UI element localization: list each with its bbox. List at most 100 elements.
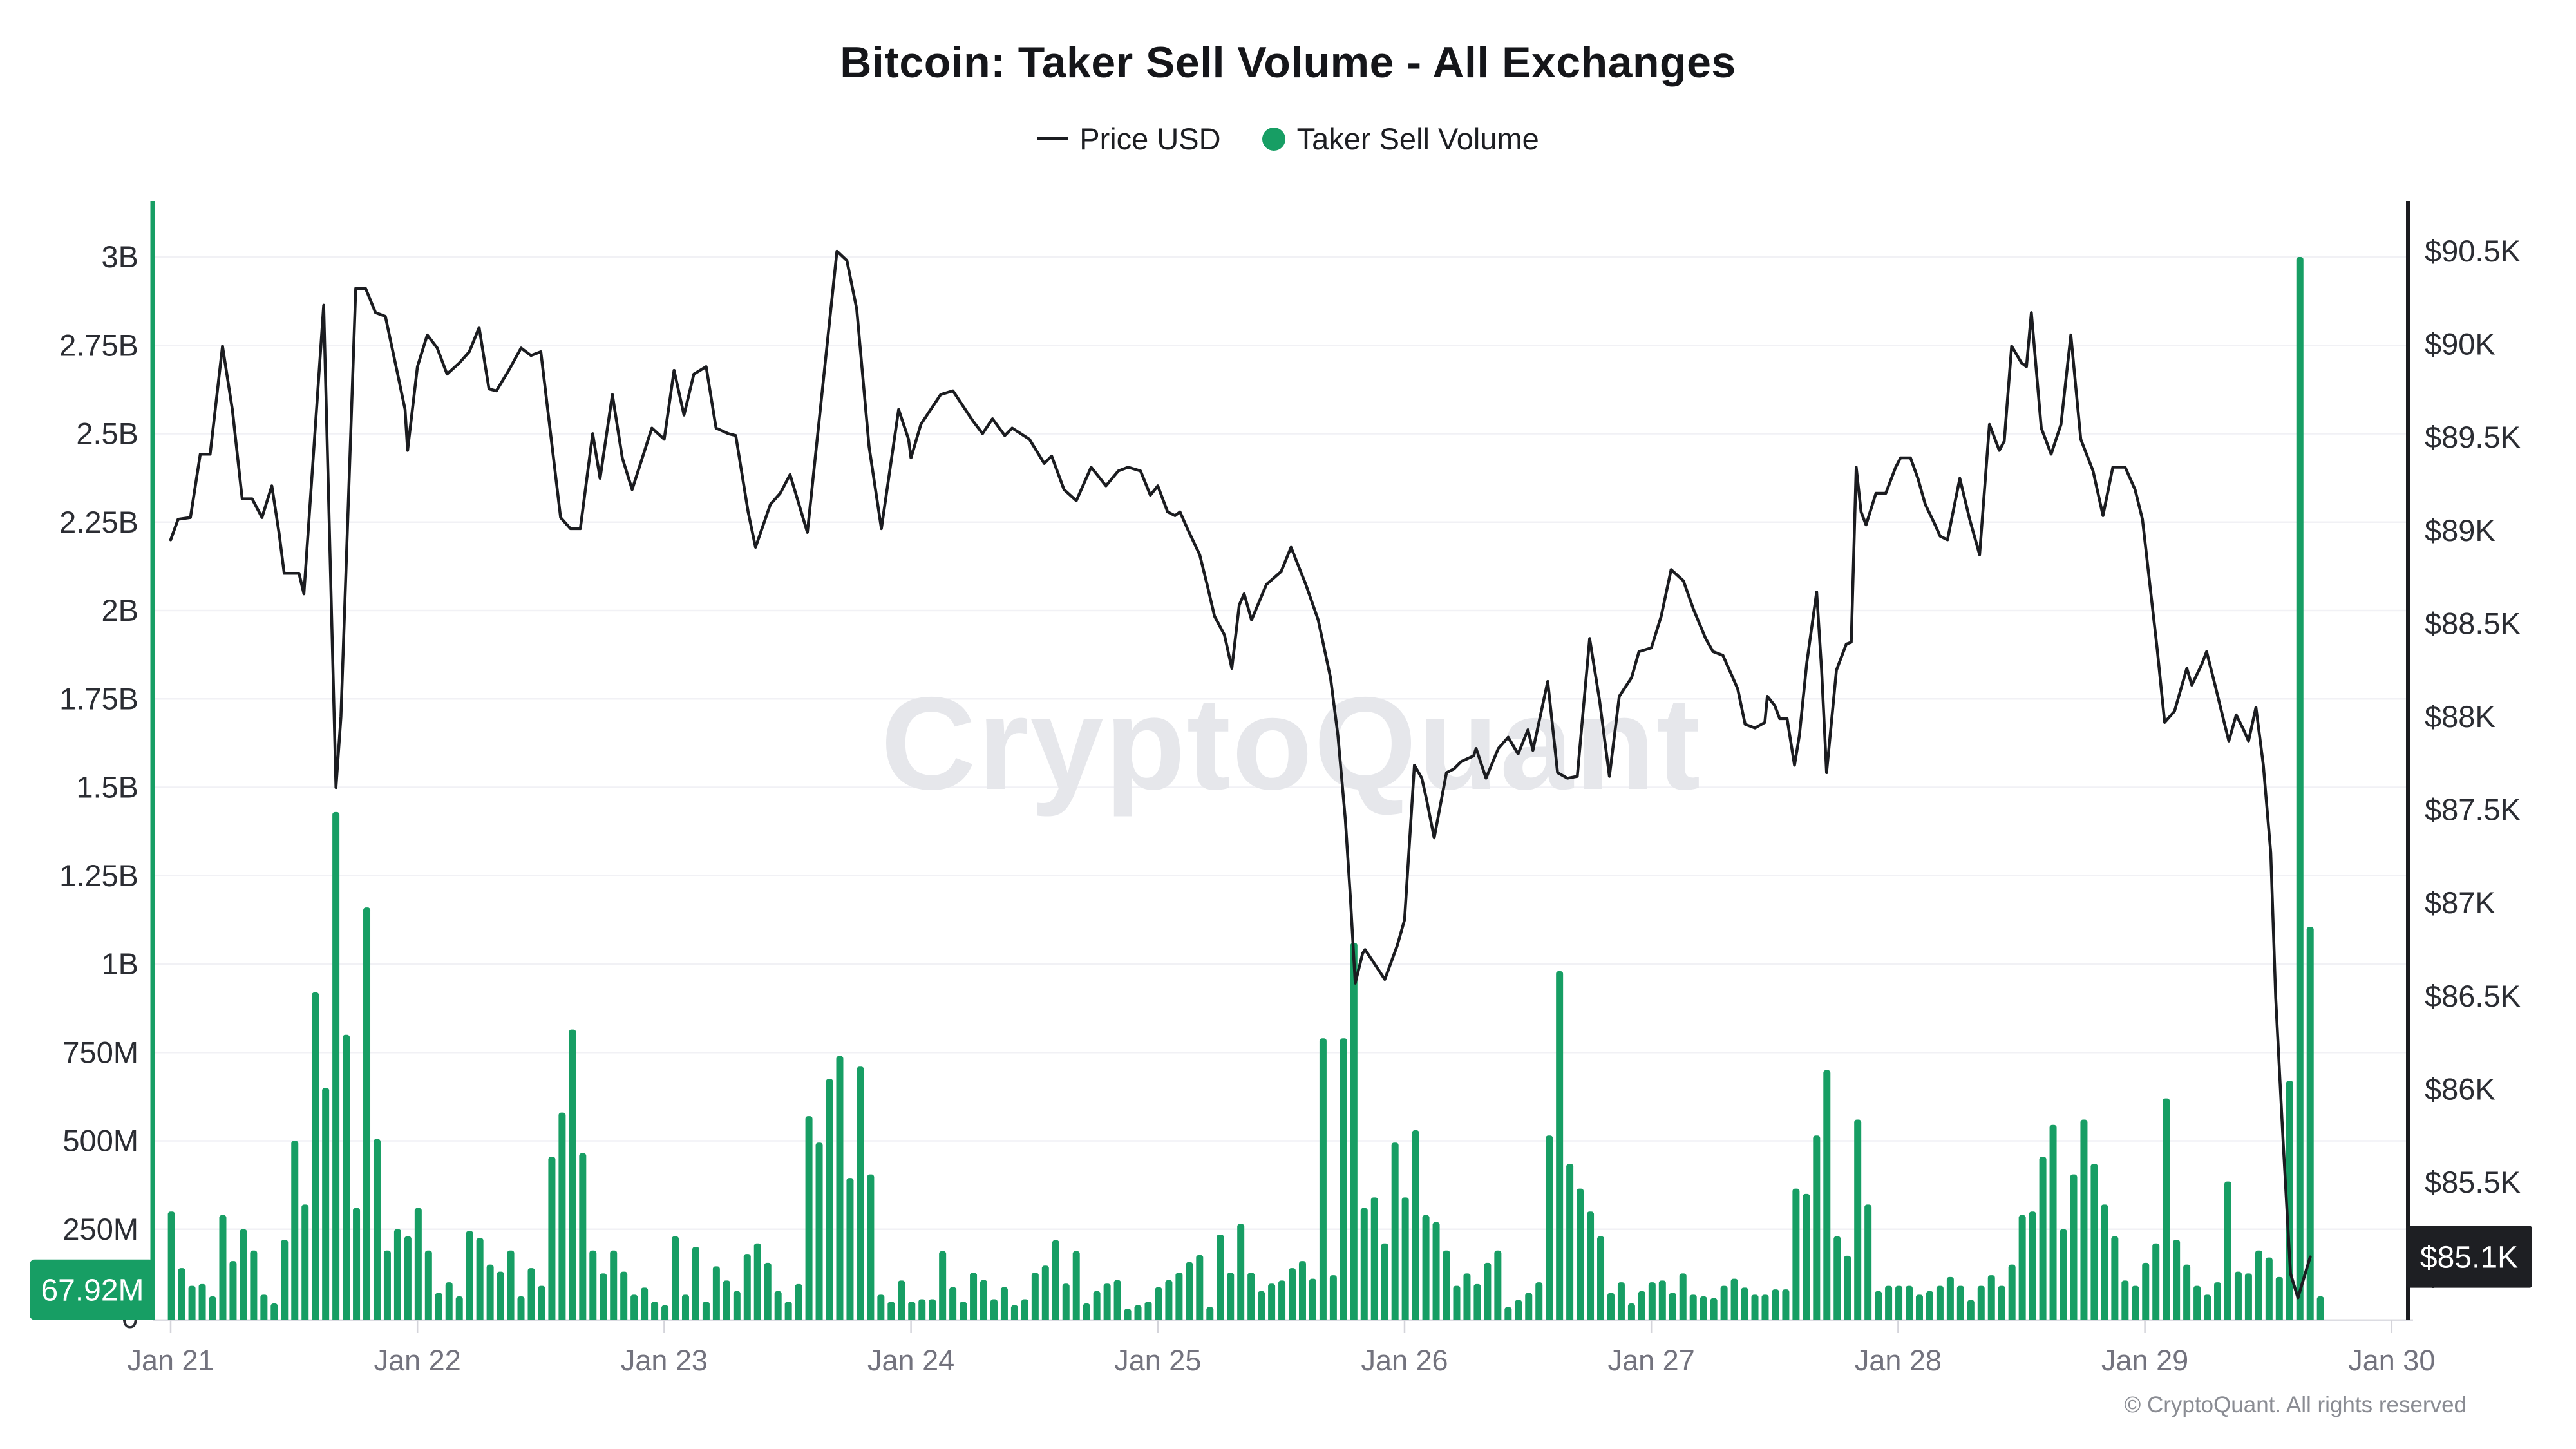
volume-bar[interactable]	[1566, 1164, 1574, 1324]
volume-bar[interactable]	[2255, 1250, 2262, 1324]
volume-bar[interactable]	[188, 1285, 196, 1324]
price-line[interactable]	[169, 249, 2312, 1300]
volume-bar[interactable]	[1370, 1197, 1378, 1324]
volume-bar[interactable]	[1175, 1273, 1183, 1324]
volume-bar[interactable]	[723, 1280, 730, 1324]
volume-bar[interactable]	[548, 1157, 556, 1324]
volume-bar[interactable]	[2121, 1280, 2129, 1324]
volume-bar[interactable]	[1906, 1285, 1913, 1324]
volume-bar[interactable]	[312, 992, 319, 1324]
volume-bar[interactable]	[692, 1247, 699, 1324]
volume-bar[interactable]	[1597, 1236, 1605, 1324]
volume-bar[interactable]	[2070, 1174, 2078, 1324]
volume-bar[interactable]	[2142, 1262, 2150, 1324]
volume-bar[interactable]	[1237, 1224, 1245, 1324]
volume-bar[interactable]	[805, 1116, 813, 1324]
volume-bar[interactable]	[1052, 1240, 1059, 1324]
volume-bar[interactable]	[1946, 1276, 1954, 1324]
volume-bar[interactable]	[424, 1250, 432, 1324]
volume-bar[interactable]	[887, 1302, 895, 1324]
volume-bar[interactable]	[229, 1261, 237, 1324]
volume-bar[interactable]	[1144, 1302, 1152, 1324]
volume-bar[interactable]	[2101, 1204, 2108, 1324]
volume-bar[interactable]	[1875, 1291, 1882, 1324]
volume-bar[interactable]	[1165, 1280, 1173, 1324]
volume-bar[interactable]	[2275, 1276, 2283, 1324]
volume-bar[interactable]	[1072, 1251, 1080, 1324]
volume-bar[interactable]	[1556, 971, 1564, 1324]
volume-bar[interactable]	[1422, 1215, 1430, 1324]
volume-bar[interactable]	[1206, 1307, 1214, 1324]
volume-bar[interactable]	[2039, 1157, 2047, 1324]
volume-bar[interactable]	[589, 1250, 597, 1324]
volume-bar[interactable]	[1031, 1273, 1039, 1324]
volume-bar[interactable]	[681, 1294, 689, 1324]
volume-bar[interactable]	[1823, 1070, 1831, 1324]
volume-bar[interactable]	[1155, 1287, 1162, 1324]
volume-bar[interactable]	[908, 1302, 916, 1324]
volume-bar[interactable]	[630, 1294, 638, 1324]
volume-bar[interactable]	[1247, 1273, 1255, 1324]
volume-bar[interactable]	[1956, 1285, 1964, 1324]
volume-bar[interactable]	[353, 1208, 361, 1324]
volume-bar[interactable]	[1360, 1208, 1368, 1324]
volume-bar[interactable]	[1967, 1300, 1975, 1324]
volume-bar[interactable]	[435, 1293, 442, 1324]
volume-bar[interactable]	[1134, 1305, 1142, 1324]
volume-bar[interactable]	[1864, 1204, 1872, 1324]
volume-bar[interactable]	[167, 1211, 175, 1324]
volume-bar[interactable]	[198, 1283, 206, 1324]
volume-bar[interactable]	[291, 1141, 299, 1325]
volume-bar[interactable]	[178, 1268, 185, 1324]
volume-bar[interactable]	[846, 1178, 854, 1324]
volume-bar[interactable]	[1648, 1282, 1656, 1324]
volume-bar[interactable]	[1833, 1236, 1841, 1324]
volume-bar[interactable]	[1751, 1294, 1759, 1324]
volume-bar[interactable]	[1607, 1293, 1615, 1324]
volume-bar[interactable]	[1432, 1222, 1440, 1324]
volume-bar[interactable]	[1309, 1278, 1316, 1324]
volume-bar[interactable]	[949, 1287, 957, 1324]
volume-bar[interactable]	[445, 1282, 453, 1324]
volume-bar[interactable]	[1196, 1255, 1204, 1324]
volume-bar[interactable]	[1350, 943, 1358, 1324]
volume-bar[interactable]	[929, 1299, 936, 1324]
volume-bar[interactable]	[404, 1236, 412, 1324]
volume-bar[interactable]	[1782, 1289, 1790, 1324]
volume-bar[interactable]	[1062, 1283, 1070, 1324]
volume-bar[interactable]	[898, 1280, 905, 1324]
volume-bar[interactable]	[1443, 1250, 1450, 1324]
volume-bar[interactable]	[1278, 1280, 1286, 1324]
volume-bar[interactable]	[2286, 1081, 2293, 1324]
volume-bar[interactable]	[753, 1243, 761, 1324]
volume-bar[interactable]	[301, 1204, 309, 1324]
legend-item-volume[interactable]: Taker Sell Volume	[1262, 121, 1539, 156]
volume-bar[interactable]	[1319, 1038, 1327, 1324]
volume-bar[interactable]	[579, 1153, 587, 1324]
volume-bar[interactable]	[1977, 1285, 1985, 1324]
volume-bar[interactable]	[507, 1250, 515, 1324]
volume-bar[interactable]	[1484, 1262, 1492, 1324]
volume-bar[interactable]	[1987, 1275, 1995, 1324]
volume-bar[interactable]	[620, 1271, 628, 1324]
volume-bar[interactable]	[2204, 1294, 2211, 1324]
volume-bar[interactable]	[2060, 1229, 2067, 1324]
volume-bar[interactable]	[1186, 1262, 1193, 1324]
volume-bar[interactable]	[1000, 1287, 1008, 1324]
volume-bar[interactable]	[1936, 1285, 1944, 1324]
volume-bar[interactable]	[2111, 1236, 2119, 1324]
volume-bar[interactable]	[1453, 1285, 1461, 1324]
volume-bar[interactable]	[1289, 1268, 1296, 1324]
volume-bar[interactable]	[712, 1266, 720, 1324]
volume-bar[interactable]	[1041, 1265, 1049, 1324]
volume-bar[interactable]	[455, 1296, 463, 1324]
volume-bar[interactable]	[2306, 927, 2314, 1324]
volume-bar[interactable]	[1813, 1135, 1821, 1324]
volume-bar[interactable]	[393, 1229, 401, 1324]
volume-bar[interactable]	[250, 1250, 258, 1324]
volume-bar[interactable]	[486, 1264, 494, 1324]
volume-bar[interactable]	[826, 1079, 833, 1324]
volume-bar[interactable]	[1535, 1282, 1543, 1324]
volume-bar[interactable]	[1730, 1278, 1738, 1324]
volume-bar[interactable]	[497, 1271, 504, 1324]
